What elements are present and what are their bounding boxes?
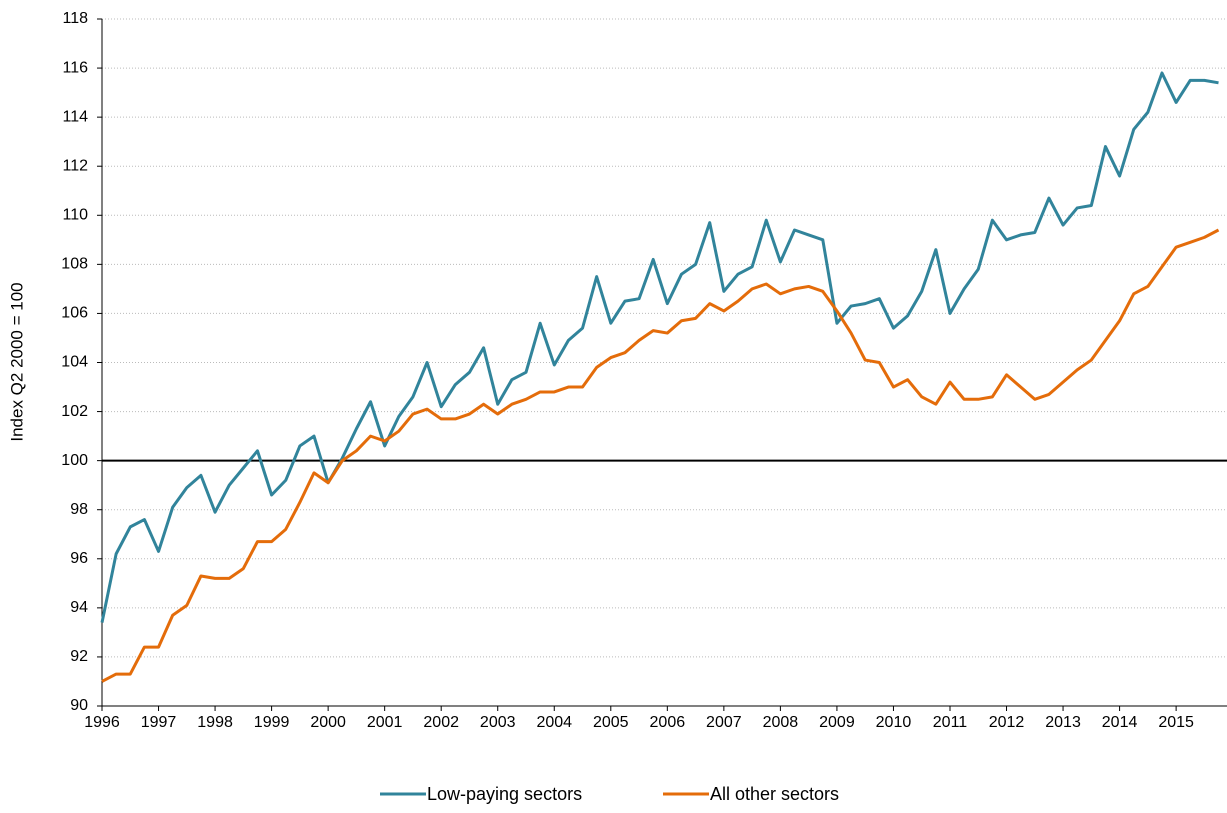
x-tick-label: 2010 (876, 714, 912, 731)
legend-label: Low-paying sectors (427, 784, 582, 804)
legend-label: All other sectors (710, 784, 839, 804)
y-tick-label: 112 (62, 157, 88, 174)
x-tick-label: 1998 (197, 714, 233, 731)
x-tick-label: 2003 (480, 714, 516, 731)
x-tick-label: 2007 (706, 714, 742, 731)
x-tick-label: 2002 (423, 714, 459, 731)
x-tick-label: 2012 (989, 714, 1025, 731)
x-tick-label: 2001 (367, 714, 403, 731)
x-tick-label: 2008 (763, 714, 799, 731)
y-tick-label: 106 (61, 305, 88, 322)
y-tick-label: 94 (70, 599, 88, 616)
x-tick-label: 1999 (254, 714, 290, 731)
y-tick-label: 108 (61, 256, 88, 273)
x-tick-label: 2013 (1045, 714, 1081, 731)
x-tick-label: 2015 (1158, 714, 1194, 731)
y-tick-label: 98 (70, 501, 88, 518)
y-tick-label: 116 (62, 59, 88, 76)
x-tick-label: 2006 (650, 714, 686, 731)
y-tick-label: 92 (70, 648, 88, 665)
x-tick-label: 2009 (819, 714, 855, 731)
x-tick-label: 2000 (310, 714, 346, 731)
line-series (101, 228, 1220, 683)
x-tick-label: 2011 (933, 714, 968, 731)
x-tick-label: 2004 (536, 714, 572, 731)
y-tick-label: 100 (61, 452, 88, 469)
y-tick-label: 104 (61, 354, 88, 371)
y-tick-label: 118 (62, 10, 88, 27)
x-tick-label: 1996 (84, 714, 120, 731)
y-axis-title: Index Q2 2000 = 100 (7, 282, 26, 441)
y-tick-label: 110 (62, 207, 88, 224)
x-tick-label: 2014 (1102, 714, 1138, 731)
x-tick-label: 1997 (141, 714, 177, 731)
y-tick-label: 96 (70, 550, 88, 567)
x-tick-label: 2005 (593, 714, 629, 731)
y-tick-label: 114 (62, 108, 88, 125)
y-tick-label: 102 (61, 403, 88, 420)
y-tick-label: 90 (70, 697, 88, 714)
line-series (100, 71, 1219, 623)
